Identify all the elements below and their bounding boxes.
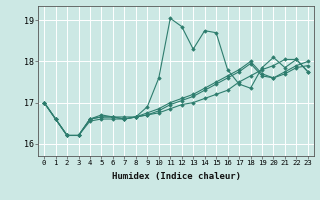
X-axis label: Humidex (Indice chaleur): Humidex (Indice chaleur) xyxy=(111,172,241,181)
